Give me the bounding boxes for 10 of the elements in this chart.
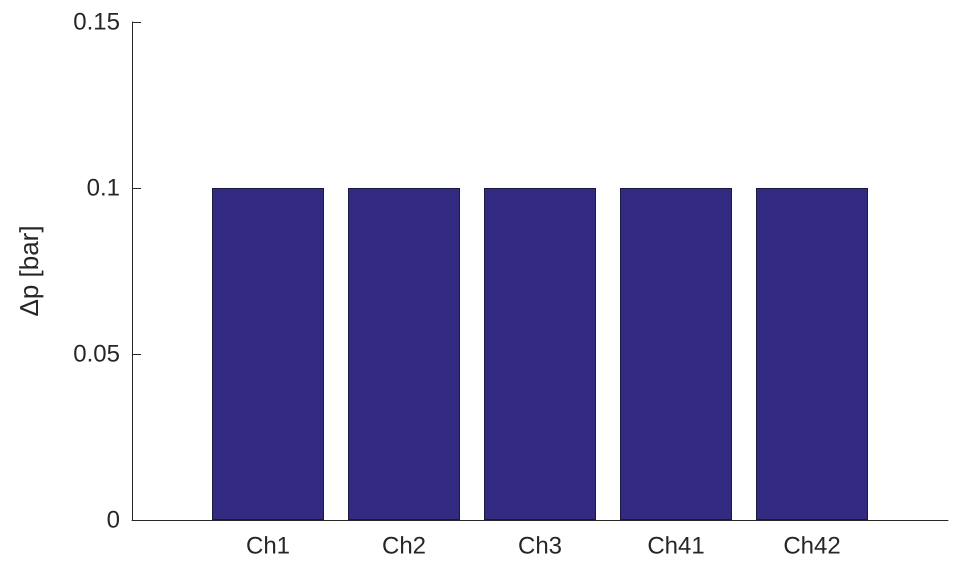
y-tick-label: 0.15	[73, 8, 120, 36]
x-tick-label: Ch2	[382, 532, 426, 560]
x-tick-label: Ch3	[518, 532, 562, 560]
y-tick-label: 0.05	[73, 340, 120, 368]
y-tick-label: 0	[106, 506, 120, 534]
x-tick-label: Ch41	[647, 532, 705, 560]
x-tick-label: Ch1	[246, 532, 290, 560]
y-axis-title: Δp [bar]	[14, 225, 44, 317]
x-tick-label: Ch42	[783, 532, 841, 560]
y-tick-label: 0.1	[86, 174, 120, 202]
